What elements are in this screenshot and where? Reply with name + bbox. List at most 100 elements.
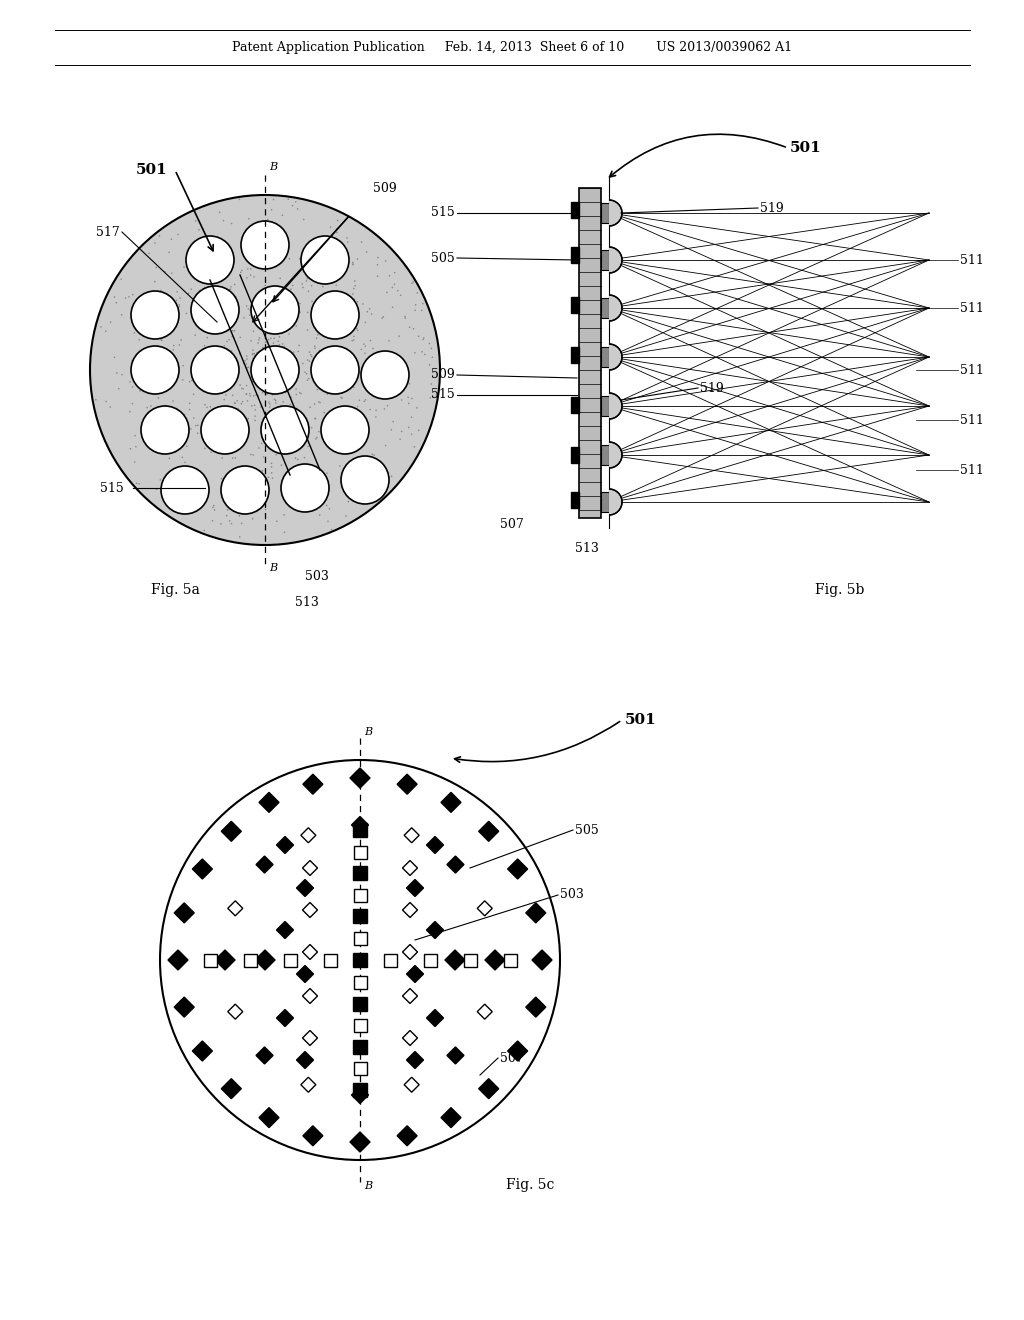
Circle shape (344, 321, 345, 322)
Circle shape (168, 484, 169, 486)
Circle shape (266, 393, 268, 395)
Circle shape (278, 414, 279, 416)
Circle shape (335, 251, 337, 253)
Circle shape (138, 483, 140, 484)
Circle shape (283, 366, 285, 368)
Circle shape (205, 319, 207, 321)
Circle shape (345, 388, 347, 391)
Circle shape (191, 286, 239, 334)
Circle shape (287, 441, 288, 442)
Circle shape (424, 354, 426, 355)
Circle shape (318, 430, 319, 433)
Circle shape (212, 368, 214, 370)
Polygon shape (407, 965, 424, 982)
Polygon shape (216, 952, 233, 969)
Circle shape (223, 399, 225, 400)
Circle shape (121, 314, 123, 315)
Circle shape (246, 393, 248, 395)
Circle shape (199, 259, 201, 260)
Circle shape (289, 363, 291, 364)
Polygon shape (525, 997, 546, 1018)
Circle shape (385, 260, 386, 261)
Circle shape (221, 255, 222, 257)
Circle shape (328, 520, 329, 523)
Circle shape (319, 268, 321, 269)
Circle shape (135, 446, 136, 447)
Circle shape (176, 292, 178, 293)
Circle shape (303, 457, 305, 458)
Circle shape (251, 286, 299, 334)
Circle shape (253, 473, 254, 474)
Circle shape (289, 424, 290, 425)
Circle shape (287, 327, 288, 329)
Circle shape (229, 288, 231, 290)
Circle shape (304, 477, 305, 478)
Circle shape (276, 356, 279, 358)
Text: 513: 513 (575, 541, 599, 554)
Polygon shape (609, 201, 622, 226)
Circle shape (269, 333, 270, 334)
Circle shape (259, 359, 260, 362)
Circle shape (230, 523, 232, 524)
Circle shape (267, 477, 269, 478)
Circle shape (352, 263, 353, 265)
Circle shape (327, 422, 328, 424)
Circle shape (338, 375, 340, 376)
Circle shape (244, 360, 246, 362)
Circle shape (270, 371, 272, 374)
Circle shape (377, 264, 378, 265)
Circle shape (324, 412, 325, 413)
Circle shape (154, 436, 156, 438)
Circle shape (276, 520, 278, 521)
Circle shape (429, 397, 431, 399)
Circle shape (288, 327, 290, 329)
Circle shape (263, 359, 264, 360)
Circle shape (390, 429, 392, 430)
Circle shape (118, 388, 120, 389)
Circle shape (264, 368, 266, 370)
Circle shape (319, 362, 322, 364)
Circle shape (246, 277, 248, 279)
Circle shape (322, 383, 324, 384)
Circle shape (236, 313, 238, 314)
Circle shape (322, 300, 323, 302)
Circle shape (376, 387, 377, 388)
Circle shape (254, 352, 255, 354)
Polygon shape (227, 1005, 243, 1019)
Text: 509: 509 (431, 368, 455, 381)
Circle shape (326, 504, 328, 507)
Circle shape (205, 255, 207, 256)
Circle shape (251, 308, 253, 309)
Circle shape (267, 348, 268, 350)
Circle shape (430, 383, 432, 385)
Circle shape (248, 218, 250, 219)
Polygon shape (609, 488, 622, 515)
Bar (284, 953, 297, 966)
Circle shape (288, 449, 290, 450)
Circle shape (409, 326, 411, 329)
Circle shape (281, 355, 282, 356)
Circle shape (158, 397, 159, 399)
Circle shape (152, 309, 154, 310)
Polygon shape (302, 945, 317, 960)
Circle shape (262, 355, 264, 358)
Circle shape (372, 347, 374, 350)
Circle shape (311, 346, 359, 393)
Circle shape (306, 374, 307, 375)
Circle shape (361, 351, 409, 399)
Bar (571, 397, 579, 413)
Circle shape (397, 290, 398, 292)
Circle shape (259, 387, 261, 388)
Circle shape (223, 500, 225, 502)
Polygon shape (350, 1133, 370, 1152)
Circle shape (344, 440, 346, 441)
Circle shape (297, 209, 298, 210)
Circle shape (321, 244, 323, 247)
Text: 519: 519 (700, 381, 724, 395)
Circle shape (243, 363, 245, 364)
Circle shape (329, 434, 331, 436)
Circle shape (169, 458, 170, 459)
Circle shape (247, 268, 249, 269)
Circle shape (251, 405, 253, 407)
Circle shape (274, 362, 276, 363)
